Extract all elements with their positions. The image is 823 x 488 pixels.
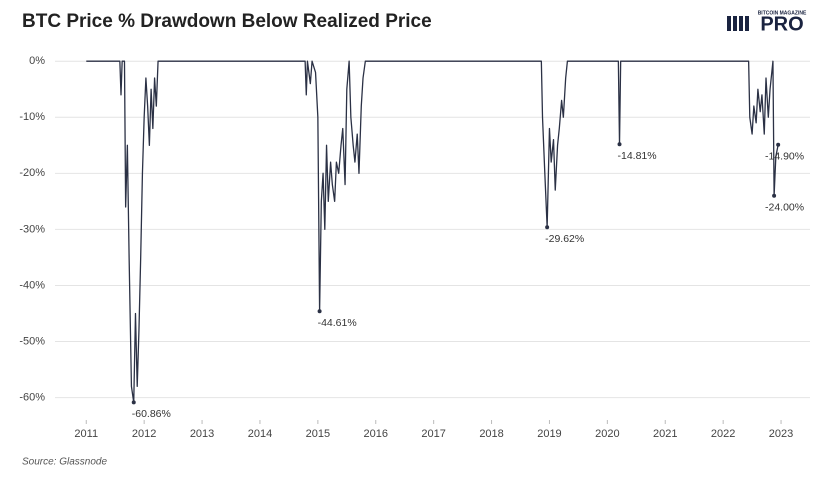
point-marker [317, 309, 322, 314]
y-tick-label: -20% [19, 167, 45, 179]
data-label: -14.81% [618, 150, 657, 162]
x-tick-label: 2012 [132, 428, 156, 440]
data-label: -24.00% [765, 202, 804, 214]
data-label: -44.61% [318, 317, 357, 329]
y-tick-label: -60% [19, 391, 45, 403]
source: Source: Glassnode [22, 457, 107, 468]
y-tick-label: 0% [29, 55, 45, 67]
point-marker [617, 142, 622, 147]
x-tick-label: 2022 [711, 428, 735, 440]
logo: BITCOIN MAGAZINE PRO [727, 10, 807, 35]
data-label: -14.90% [765, 151, 804, 163]
drawdown-line [86, 60, 779, 404]
x-tick-label: 2011 [74, 428, 98, 440]
x-tick-label: 2019 [537, 428, 561, 440]
logo-main: PRO [760, 13, 803, 35]
x-tick-label: 2023 [769, 428, 793, 440]
y-tick-label: -10% [19, 111, 45, 123]
x-tick-label: 2021 [653, 428, 677, 440]
point-marker [545, 225, 550, 230]
x-tick-label: 2015 [306, 428, 330, 440]
point-marker [772, 193, 777, 198]
data-label: -60.86% [132, 408, 171, 420]
logo-top: BITCOIN MAGAZINE [758, 10, 807, 16]
point-marker [131, 400, 136, 405]
x-tick-label: 2016 [364, 428, 388, 440]
logo-icon [727, 16, 749, 31]
x-tick-label: 2014 [248, 428, 272, 440]
y-tick-label: -40% [19, 279, 45, 291]
point-marker [776, 142, 781, 147]
y-tick-label: -50% [19, 335, 45, 347]
data-label: -29.62% [545, 233, 584, 245]
x-tick-label: 2013 [190, 428, 214, 440]
chart-title: BTC Price % Drawdown Below Realized Pric… [22, 11, 432, 32]
x-tick-label: 2020 [595, 428, 619, 440]
y-tick-label: -30% [19, 223, 45, 235]
x-tick-label: 2018 [479, 428, 503, 440]
x-tick-label: 2017 [421, 428, 445, 440]
